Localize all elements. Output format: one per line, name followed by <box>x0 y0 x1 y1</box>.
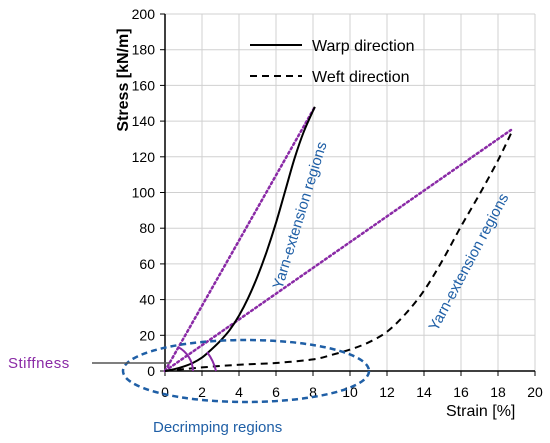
y-tick-label: 60 <box>139 256 155 272</box>
weft-direction-curve <box>164 133 512 372</box>
stiffness-line <box>163 105 317 373</box>
decrimping-ellipse <box>121 338 371 404</box>
x-tick-label: 8 <box>309 384 317 400</box>
x-tick-label: 12 <box>379 384 395 400</box>
grid-layer <box>165 13 536 371</box>
stiffness-arc-warp <box>177 346 194 372</box>
x-tick-label: 16 <box>453 384 469 400</box>
stiffness-arc-weft <box>206 351 217 372</box>
y-axis-label: Stress [kN/m] <box>115 28 132 131</box>
y-tick-label: 100 <box>132 185 156 201</box>
y-tick-label: 40 <box>139 292 155 308</box>
annotation-stiffness: Stiffness <box>8 355 70 372</box>
y-tick-label: 120 <box>132 149 156 165</box>
x-tick-label: 4 <box>235 384 243 400</box>
x-tick-label: 20 <box>527 384 543 400</box>
axes-layer <box>160 13 536 376</box>
y-tick-label: 160 <box>132 77 156 93</box>
y-tick-label: 20 <box>139 327 155 343</box>
y-tick-label: 80 <box>139 220 155 236</box>
x-tick-label: 6 <box>272 384 280 400</box>
y-tick-label: 200 <box>132 6 156 22</box>
y-tick-labels: 0 20 40 60 80 100 120 140 160 180 200 <box>132 6 156 379</box>
x-tick-labels: 0 2 4 6 8 10 12 14 16 18 20 <box>161 384 543 400</box>
x-axis-label: Strain [%] <box>446 403 515 420</box>
warp-direction-curve <box>164 106 316 372</box>
x-tick-label: 18 <box>490 384 506 400</box>
legend-weft-label: Weft direction <box>312 69 410 86</box>
x-tick-label: 2 <box>198 384 206 400</box>
y-tick-label: 180 <box>132 42 156 58</box>
series-layer <box>164 106 512 372</box>
y-tick-label: 0 <box>147 363 155 379</box>
x-tick-label: 14 <box>416 384 432 400</box>
y-tick-label: 140 <box>132 113 156 129</box>
x-tick-label: 0 <box>161 384 169 400</box>
annotation-decrimping: Decrimping regions <box>153 419 282 436</box>
legend-warp-label: Warp direction <box>312 38 415 55</box>
legend: Warp direction Weft direction <box>250 38 415 86</box>
stiffness-lines <box>163 105 513 373</box>
stiffness-line <box>163 128 513 373</box>
